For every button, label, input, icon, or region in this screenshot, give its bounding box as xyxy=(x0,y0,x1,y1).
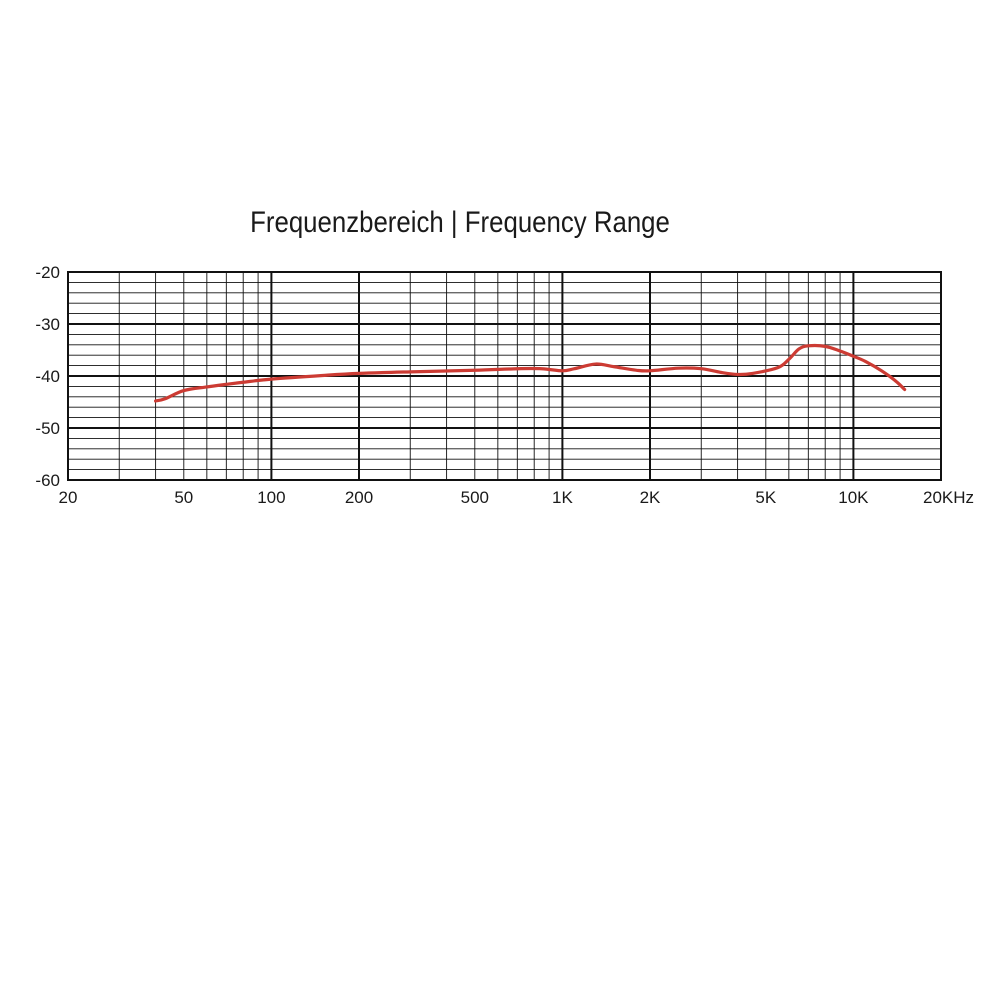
x-tick-label: 200 xyxy=(345,488,373,507)
x-tick-label: 5K xyxy=(755,488,776,507)
grid xyxy=(68,272,941,480)
x-tick-label: 100 xyxy=(257,488,285,507)
y-tick-label: -60 xyxy=(35,471,60,490)
response-curve xyxy=(154,343,907,403)
x-tick-label: 20 xyxy=(59,488,78,507)
x-tick-label: 500 xyxy=(461,488,489,507)
y-tick-label: -30 xyxy=(35,315,60,334)
response-curve-group xyxy=(154,343,907,403)
x-tick-label: 50 xyxy=(174,488,193,507)
x-tick-label: 1K xyxy=(552,488,573,507)
tick-labels: 20 50 100 200 500 1K 2K 5K 10K 20KHz -20 -30 -40 -50 -… xyxy=(35,263,974,507)
y-tick-label: -50 xyxy=(35,419,60,438)
chart-title: Frequenzbereich | Frequency Range xyxy=(250,206,670,239)
x-tick-label: 2K xyxy=(640,488,661,507)
y-tick-label: -40 xyxy=(35,367,60,386)
y-tick-label: -20 xyxy=(35,263,60,282)
x-tick-label: 10K xyxy=(838,488,869,507)
x-tick-label: 20KHz xyxy=(923,488,974,507)
plot-frame xyxy=(67,271,942,481)
